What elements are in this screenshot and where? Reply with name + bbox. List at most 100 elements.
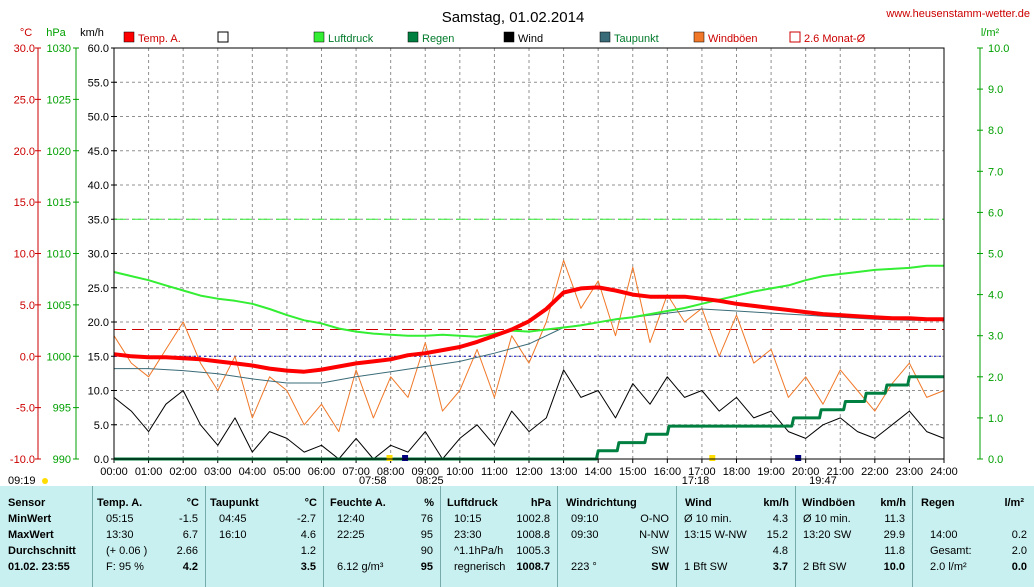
- col-header-feuchte: Feuchte A.: [330, 497, 386, 509]
- series-group: [113, 259, 945, 461]
- cell-luft-time: 10:15: [454, 513, 482, 525]
- hour-label: 11:00: [481, 466, 508, 478]
- hour-label: 12:00: [515, 466, 543, 478]
- rain-tick-label: 2.0: [988, 372, 1003, 384]
- cell-richtung-value: N-NW: [639, 529, 669, 541]
- col-header-boeen: Windböen: [802, 497, 856, 509]
- hour-label: 14:00: [584, 466, 612, 478]
- cell-richtung-time: 09:30: [571, 529, 599, 541]
- cell-wind-time: 1 Bft SW: [684, 561, 728, 573]
- hour-label: 24:00: [930, 466, 958, 478]
- hpa-unit-label: hPa: [46, 27, 66, 39]
- cell-regen-value: 0.2: [1011, 529, 1027, 541]
- hpa-tick-label: 1030: [47, 43, 71, 55]
- kmh-unit-label: km/h: [80, 27, 104, 39]
- col-tau: Taupunkt °C: [205, 486, 323, 587]
- hpa-tick-label: 995: [53, 403, 71, 415]
- legend-label-luftdruck: Luftdruck: [328, 33, 374, 45]
- legend-label-regen: Regen: [422, 33, 454, 45]
- temp-unit-label: °C: [20, 27, 32, 39]
- sun-time-label: 17:18: [682, 475, 710, 486]
- hour-label: 02:00: [169, 466, 197, 478]
- cell-boeen-time: 2 Bft SW: [803, 561, 847, 573]
- cell-luft-time: 23:30: [454, 529, 482, 541]
- weather-chart: Samstag, 01.02.2014 www.heusenstamm-wett…: [8, 8, 1030, 486]
- temp-tick-label: 15.0: [14, 197, 35, 209]
- hpa-tick-label: 1025: [47, 94, 71, 106]
- kmh-tick-label: 25.0: [88, 283, 109, 295]
- col-header-boeen-unit: km/h: [880, 497, 906, 509]
- temp-tick-label: 10.0: [14, 249, 35, 261]
- series-line-windben: [113, 259, 945, 433]
- hpa-axis: 1030 1025 1020 1015 1010 1005 1000 995 990: [47, 43, 79, 466]
- hour-label: 22:00: [861, 466, 889, 478]
- cell-temp-value: 2.66: [176, 545, 198, 557]
- series-line-luftdruck: [113, 264, 944, 338]
- hour-label: 01:00: [135, 466, 163, 478]
- cell-wind-time: Ø 10 min.: [684, 513, 732, 525]
- col-header-regen: Regen: [921, 497, 955, 509]
- cell-luft-value: 1008.7: [516, 561, 550, 573]
- series-line-regen: [114, 375, 944, 461]
- plot-frame: [113, 47, 945, 460]
- cell-luft-value: 1008.8: [516, 529, 550, 541]
- rain-tick-label: 4.0: [988, 290, 1003, 302]
- hour-label: 09:00: [411, 466, 439, 478]
- legend-swatch-taupunkt: [599, 31, 611, 43]
- hour-label: 13:00: [550, 466, 578, 478]
- legend-label-monat: 2.6 Monat-Ø: [804, 33, 866, 45]
- sun-time-label: 19:47: [809, 475, 837, 486]
- hour-label: 04:00: [239, 466, 267, 478]
- reference-lines: [114, 218, 944, 357]
- cell-temp-time: 13:30: [106, 529, 134, 541]
- hour-label: 23:00: [896, 466, 924, 478]
- cell-wind-value: 4.3: [772, 513, 788, 525]
- cell-regen-value: 0.0: [1011, 561, 1027, 573]
- hour-label: 16:00: [654, 466, 682, 478]
- cell-luft-time: ^1.1hPa/h: [454, 545, 504, 557]
- corner-time-label: 09:19: [8, 475, 36, 486]
- kmh-tick-label: 55.0: [88, 77, 109, 89]
- col-header-wind-unit: km/h: [763, 497, 789, 509]
- kmh-tick-label: 10.0: [88, 386, 109, 398]
- hpa-tick-label: 1000: [47, 351, 71, 363]
- rain-tick-label: 1.0: [988, 413, 1003, 425]
- temp-tick-label: 30.0: [14, 43, 35, 55]
- hpa-tick-label: 1015: [47, 197, 71, 209]
- stats-table: Sensor Temp. A. °C Taupunkt °C Feuchte A…: [0, 486, 1034, 587]
- col-header-regen-unit: l/m²: [1004, 497, 1024, 509]
- row-label: MaxWert: [8, 529, 54, 541]
- row-footer-label: 01.02. 23:55: [8, 561, 70, 573]
- chart-title: Samstag, 01.02.2014: [442, 9, 585, 26]
- cell-richtung-value: O-NO: [640, 513, 669, 525]
- col-header-tau: Taupunkt: [210, 497, 259, 509]
- series-line-tempa: [113, 285, 944, 374]
- legend-swatch-regen: [407, 31, 419, 43]
- site-url: www.heusenstamm-wetter.de: [885, 8, 1030, 20]
- kmh-tick-label: 0.0: [94, 454, 109, 466]
- rain-tick-label: 9.0: [988, 84, 1003, 96]
- rain-unit-label: l/m²: [981, 27, 1000, 39]
- temp-tick-label: 5.0: [20, 300, 35, 312]
- temp-tick-label: 20.0: [14, 146, 35, 158]
- cell-boeen-time: Ø 10 min.: [803, 513, 851, 525]
- legend-label-windboeen: Windböen: [708, 33, 758, 45]
- legend-swatch-blank: [217, 31, 229, 43]
- cell-temp-value: 6.7: [182, 529, 198, 541]
- hour-label: 19:00: [757, 466, 785, 478]
- kmh-tick-label: 15.0: [88, 351, 109, 363]
- cell-richtung-value: SW: [651, 561, 669, 573]
- col-header-tau-unit: °C: [304, 497, 317, 509]
- col-luft: Luftdruck hPa: [440, 486, 557, 587]
- legend-swatch-luftdruck: [313, 31, 325, 43]
- hour-label: 17:00: [688, 466, 716, 478]
- rain-tick-label: 3.0: [988, 331, 1003, 343]
- rain-tick-label: 8.0: [988, 125, 1003, 137]
- cell-tau-value: 1.2: [300, 545, 316, 557]
- cell-boeen-value: 11.8: [884, 545, 905, 557]
- kmh-tick-label: 20.0: [88, 317, 109, 329]
- hour-label: 20:00: [792, 466, 820, 478]
- rain-tick-label: 5.0: [988, 249, 1003, 261]
- cell-feuchte-time: 22:25: [337, 529, 365, 541]
- kmh-tick-label: 35.0: [88, 214, 109, 226]
